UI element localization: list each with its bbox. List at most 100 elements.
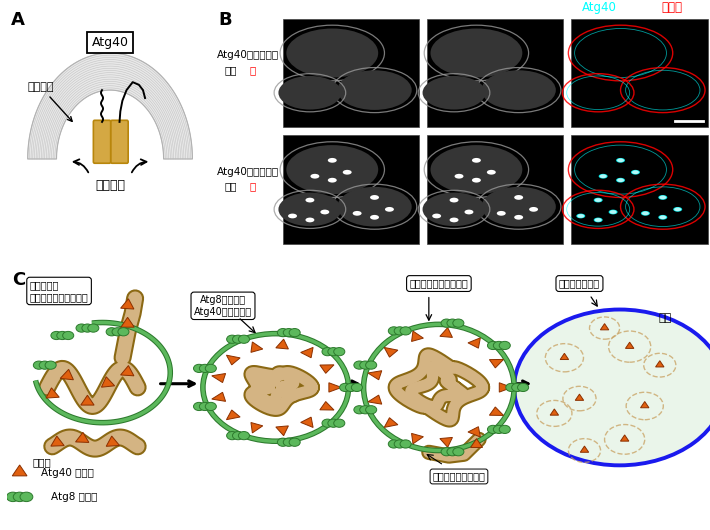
Text: 誘導: 誘導 (224, 65, 236, 75)
Circle shape (13, 492, 26, 501)
Polygon shape (580, 446, 589, 452)
Polygon shape (12, 465, 27, 476)
Polygon shape (440, 328, 452, 338)
Circle shape (39, 361, 50, 369)
Text: 液胞内での分解: 液胞内での分解 (559, 279, 600, 288)
Bar (571, 19, 707, 127)
Text: Atg40: Atg40 (92, 36, 129, 49)
Text: Atg8 多量体: Atg8 多量体 (51, 492, 97, 502)
Circle shape (472, 178, 481, 182)
Text: C: C (12, 271, 26, 288)
Circle shape (82, 324, 93, 332)
Circle shape (194, 364, 204, 373)
Circle shape (487, 170, 496, 175)
Bar (571, 135, 707, 244)
Circle shape (328, 178, 337, 182)
FancyBboxPatch shape (94, 120, 111, 163)
Polygon shape (106, 436, 119, 446)
Circle shape (320, 209, 329, 214)
Circle shape (394, 327, 405, 335)
Circle shape (305, 198, 315, 202)
Text: Atg40の多量体化: Atg40の多量体化 (217, 167, 279, 177)
Polygon shape (121, 366, 134, 376)
Circle shape (506, 383, 517, 392)
Circle shape (106, 328, 117, 336)
Polygon shape (276, 339, 288, 349)
Circle shape (481, 70, 556, 110)
Circle shape (600, 174, 606, 178)
Circle shape (617, 178, 624, 182)
Polygon shape (212, 392, 226, 401)
Circle shape (20, 492, 33, 501)
Circle shape (337, 187, 412, 226)
Text: 小胞体膜: 小胞体膜 (28, 82, 72, 121)
Polygon shape (412, 331, 423, 341)
Polygon shape (75, 432, 89, 443)
Polygon shape (499, 383, 512, 392)
Circle shape (334, 419, 345, 427)
Circle shape (447, 448, 458, 456)
Text: 前: 前 (250, 65, 256, 75)
Polygon shape (320, 402, 334, 410)
Circle shape (631, 170, 640, 175)
Circle shape (577, 214, 584, 218)
Circle shape (88, 324, 99, 332)
Circle shape (328, 419, 339, 427)
Circle shape (499, 341, 510, 350)
Circle shape (394, 440, 405, 448)
Polygon shape (471, 439, 483, 447)
Circle shape (360, 405, 371, 414)
Circle shape (51, 331, 62, 340)
Circle shape (200, 402, 210, 411)
Polygon shape (226, 355, 240, 365)
Circle shape (289, 329, 300, 337)
Circle shape (518, 383, 529, 392)
Circle shape (286, 29, 378, 77)
Circle shape (370, 195, 379, 200)
Polygon shape (51, 436, 64, 446)
Circle shape (400, 440, 411, 448)
Circle shape (488, 425, 498, 434)
Circle shape (305, 217, 315, 223)
Circle shape (388, 327, 400, 335)
Circle shape (454, 174, 464, 179)
Circle shape (6, 492, 19, 501)
Circle shape (610, 210, 616, 214)
Circle shape (45, 361, 56, 369)
Circle shape (226, 335, 238, 343)
Circle shape (441, 448, 452, 456)
Circle shape (642, 211, 649, 215)
Circle shape (514, 215, 523, 219)
Circle shape (353, 211, 361, 216)
Circle shape (449, 198, 459, 202)
Circle shape (472, 158, 481, 163)
Circle shape (660, 196, 666, 199)
Circle shape (449, 217, 459, 223)
Polygon shape (276, 426, 288, 436)
Polygon shape (121, 317, 134, 327)
Polygon shape (251, 422, 263, 433)
Circle shape (205, 364, 217, 373)
Text: 小胞体: 小胞体 (484, 1, 506, 14)
Circle shape (286, 145, 378, 194)
Circle shape (493, 425, 504, 434)
Polygon shape (489, 359, 503, 368)
Text: 形成途中の
オートファゴソーム膜: 形成途中の オートファゴソーム膜 (30, 280, 89, 302)
Polygon shape (384, 348, 398, 357)
Circle shape (232, 431, 244, 440)
Circle shape (595, 218, 601, 222)
Polygon shape (226, 410, 240, 420)
Polygon shape (81, 395, 94, 405)
Circle shape (366, 405, 377, 414)
Polygon shape (121, 299, 134, 309)
Circle shape (328, 348, 339, 356)
Circle shape (76, 324, 87, 332)
Text: 液胞: 液胞 (658, 313, 672, 323)
Text: Atg40の多量体化: Atg40の多量体化 (217, 50, 279, 60)
Circle shape (529, 207, 538, 211)
Circle shape (346, 383, 356, 392)
Bar (427, 19, 564, 127)
Circle shape (322, 348, 333, 356)
Text: 小胞体膜の切り離し: 小胞体膜の切り離し (432, 472, 486, 481)
Circle shape (278, 192, 342, 226)
